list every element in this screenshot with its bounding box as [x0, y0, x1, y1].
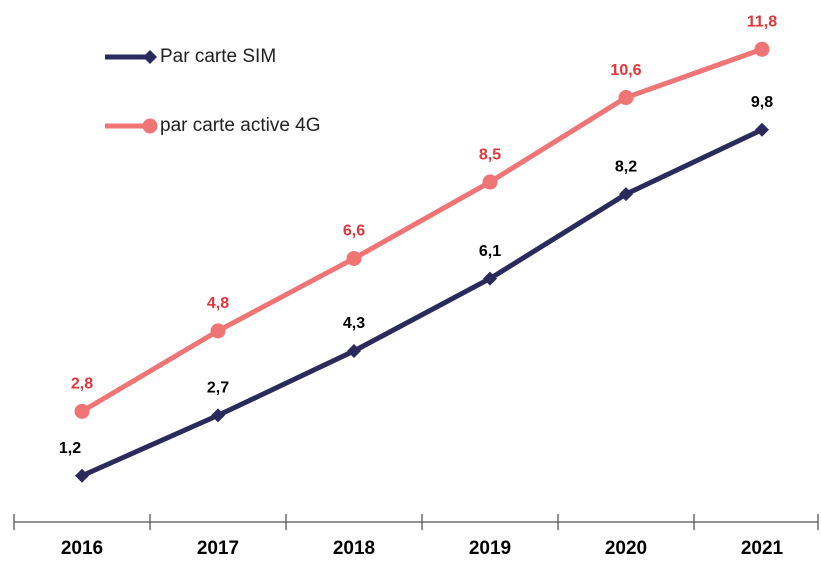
point	[618, 90, 634, 106]
point	[619, 187, 633, 202]
point	[755, 122, 769, 137]
line	[80, 127, 764, 479]
legend-marker	[142, 118, 158, 134]
point	[210, 323, 226, 339]
x-tick-label: 2016	[61, 538, 103, 559]
x-tick-label: 2018	[333, 538, 375, 559]
legend-label: par carte active 4G	[160, 115, 321, 136]
x-tick-label: 2020	[605, 538, 647, 559]
point	[754, 41, 770, 57]
x-tick-label: 2019	[469, 538, 511, 559]
point	[211, 408, 225, 423]
data-label: 4,3	[343, 315, 365, 332]
data-label: 8,2	[615, 158, 637, 175]
data-label: 8,5	[479, 146, 501, 163]
data-label: 6,1	[479, 243, 501, 260]
data-label: 6,6	[343, 223, 365, 240]
point	[75, 468, 89, 483]
data-label: 1,2	[59, 440, 81, 457]
data-label: 9,8	[751, 94, 773, 111]
x-tick-label: 2017	[197, 538, 239, 559]
data-label: 4,8	[207, 295, 229, 312]
legend-label: Par carte SIM	[160, 46, 276, 67]
data-label: 10,6	[610, 62, 641, 79]
point	[483, 271, 497, 286]
point	[347, 344, 361, 359]
point	[74, 403, 90, 419]
data-label: 11,8	[747, 13, 777, 30]
line	[80, 46, 763, 414]
point	[346, 250, 362, 266]
data-label: 2,7	[207, 380, 229, 397]
x-tick-label: 2021	[741, 538, 784, 559]
legend-marker	[143, 50, 157, 64]
data-label: 2,8	[71, 376, 93, 393]
point	[482, 174, 498, 190]
